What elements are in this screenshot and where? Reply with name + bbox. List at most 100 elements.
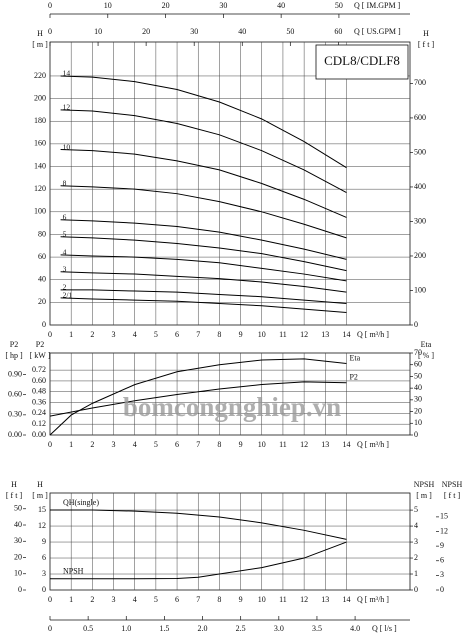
- x-tick-label: 2: [90, 595, 94, 604]
- y-tick-label: 180: [34, 116, 46, 125]
- curve-label: 14: [63, 69, 71, 78]
- x-tick-label: 13: [321, 595, 329, 604]
- x-tick-label: 9: [239, 440, 243, 449]
- y-tick-label: 12: [38, 521, 46, 530]
- curve-label: NPSH: [63, 567, 84, 576]
- y-tick-label: 40: [14, 520, 22, 529]
- y-tick-label: 0.60: [8, 390, 22, 399]
- x-tick-label: 12: [300, 330, 308, 339]
- curve-label: 4: [63, 248, 67, 257]
- x-tick-label: 1: [69, 330, 73, 339]
- x-tick-label: 5: [154, 440, 158, 449]
- curve: [50, 541, 347, 580]
- y-axis-unit: [ f t ]: [418, 40, 435, 49]
- x-tick-label: 1: [69, 595, 73, 604]
- curve: [60, 109, 347, 194]
- top-tick-label: 0: [48, 27, 52, 36]
- x-tick-label: 11: [279, 595, 287, 604]
- y-axis-title: NPSH: [442, 480, 463, 489]
- top-tick-label: 50: [335, 1, 343, 10]
- curve-label: QH(single): [63, 498, 99, 507]
- y-tick-label: 600: [414, 113, 426, 122]
- y-tick-label: 0.60: [32, 376, 46, 385]
- x-tick-label: 6: [175, 595, 179, 604]
- y-tick-label: 400: [414, 182, 426, 191]
- x-tick-label: 2: [90, 440, 94, 449]
- y-axis-unit: [ m ]: [416, 491, 432, 500]
- bottom-tick-label: 1.0: [121, 624, 131, 633]
- y-tick-label: 80: [38, 229, 46, 238]
- y-tick-label: 0: [414, 585, 418, 594]
- y-tick-label: 6: [440, 556, 444, 565]
- y-axis-unit: [ hp ]: [5, 351, 23, 360]
- top-tick-label: 10: [104, 1, 112, 10]
- y-axis-title: H: [37, 29, 43, 38]
- y-tick-label: 0.30: [8, 410, 22, 419]
- bottom-axis-label: Q [ l/s ]: [372, 624, 397, 633]
- y-tick-label: 0.00: [8, 430, 22, 439]
- bottom-tick-label: 2.0: [198, 624, 208, 633]
- y-tick-label: 0: [414, 320, 418, 329]
- x-tick-label: 9: [239, 595, 243, 604]
- x-tick-label: 3: [112, 330, 116, 339]
- top-tick-label: 20: [162, 1, 170, 10]
- y-tick-label: 9: [440, 541, 444, 550]
- curve-label: P2: [349, 373, 357, 382]
- y-tick-label: 0.24: [32, 408, 46, 417]
- top-tick-label: 10: [94, 27, 102, 36]
- bottom-tick-label: 4.0: [350, 624, 360, 633]
- x-tick-label: 12: [300, 440, 308, 449]
- x-tick-label: 3: [112, 595, 116, 604]
- x-axis-label: Q [ m³/h ]: [357, 595, 389, 604]
- y-tick-label: 6: [42, 553, 46, 562]
- y-axis-title: H: [11, 480, 17, 489]
- curve: [60, 289, 347, 304]
- y-tick-label: 0.72: [32, 365, 46, 374]
- curve-label: 5: [63, 229, 67, 238]
- plot-frame: [49, 492, 411, 591]
- top-tick-label: 50: [286, 27, 294, 36]
- x-tick-label: 8: [217, 330, 221, 339]
- curve: [49, 381, 347, 417]
- top-tick-label: 40: [238, 27, 246, 36]
- y-tick-label: 220: [34, 71, 46, 80]
- y-tick-label: 40: [414, 383, 422, 392]
- x-tick-label: 5: [154, 330, 158, 339]
- x-axis-label: Q [ m³/h ]: [357, 330, 389, 339]
- x-tick-label: 5: [154, 595, 158, 604]
- y-tick-label: 200: [414, 251, 426, 260]
- y-tick-label: 0: [42, 585, 46, 594]
- curve: [60, 271, 347, 293]
- top-axis-label: Q [ US.GPM ]: [354, 27, 401, 36]
- y-tick-label: 9: [42, 537, 46, 546]
- y-tick-label: 120: [34, 184, 46, 193]
- watermark: bomcongnghiep.vn: [123, 392, 341, 422]
- curve: [60, 297, 347, 314]
- x-tick-label: 1: [69, 440, 73, 449]
- y-tick-label: 70: [414, 348, 422, 357]
- x-tick-label: 11: [279, 330, 287, 339]
- x-tick-label: 8: [217, 440, 221, 449]
- y-tick-label: 20: [38, 297, 46, 306]
- x-tick-label: 6: [175, 440, 179, 449]
- x-tick-label: 7: [196, 440, 200, 449]
- y-axis-unit: [ kW ]: [30, 351, 51, 360]
- curve: [50, 509, 347, 540]
- y-tick-label: 5: [414, 505, 418, 514]
- x-tick-label: 8: [217, 595, 221, 604]
- x-tick-label: 0: [48, 440, 52, 449]
- y-tick-label: 12: [440, 526, 448, 535]
- curve: [60, 75, 347, 169]
- curve: [60, 236, 347, 272]
- x-tick-label: 4: [133, 595, 137, 604]
- y-tick-label: 0: [18, 585, 22, 594]
- y-axis-unit: [ f t ]: [444, 491, 461, 500]
- x-tick-label: 9: [239, 330, 243, 339]
- x-tick-label: 13: [321, 440, 329, 449]
- top-axis-label: Q [ IM.GPM ]: [354, 1, 401, 10]
- curve-label: 2: [63, 283, 67, 292]
- bottom-tick-label: 2.5: [236, 624, 246, 633]
- curve: [60, 149, 347, 218]
- y-axis-unit: [ m ]: [32, 40, 48, 49]
- y-tick-label: 60: [414, 360, 422, 369]
